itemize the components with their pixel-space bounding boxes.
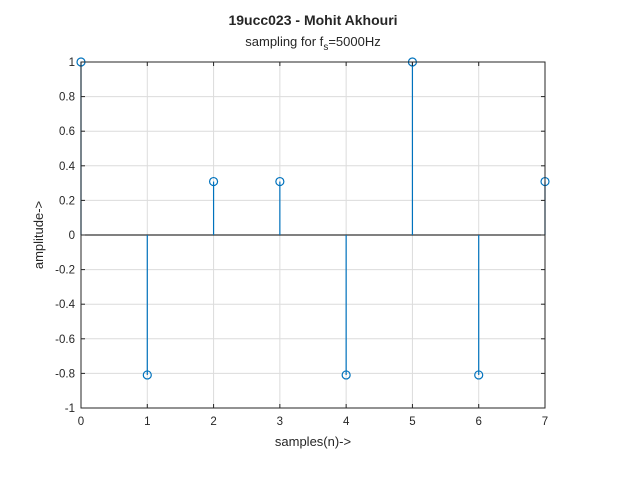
x-tick-label: 0 (78, 416, 84, 428)
y-tick-label: -0.8 (55, 368, 75, 380)
subtitle-prefix: sampling for f (245, 34, 323, 49)
stem-marker (474, 370, 484, 380)
y-tick-label: -0.6 (55, 334, 75, 346)
x-tick-label: 7 (542, 416, 548, 428)
subtitle-suffix: =5000Hz (328, 34, 380, 49)
y-tick-label: 0.8 (59, 92, 75, 104)
y-tick-label: -0.4 (55, 299, 75, 311)
y-tick-labels: -1 -0.8 -0.6 -0.4 -0.2 0 0.2 0.4 0.6 0.8 1 (55, 57, 75, 415)
x-tick-label: 1 (144, 416, 150, 428)
subtitle-subscript: s (323, 42, 328, 53)
y-tick-label: 0.4 (59, 161, 76, 173)
x-tick-label: 3 (277, 416, 283, 428)
y-axis-label: amplitude-> (31, 201, 46, 269)
x-tick-labels: 0 1 2 3 4 5 6 7 (78, 416, 548, 428)
stem-marker (208, 176, 219, 187)
x-tick-label: 5 (409, 416, 415, 428)
stem-marker (341, 370, 351, 380)
y-tick-label: 0 (69, 230, 75, 242)
x-tick-label: 2 (210, 416, 216, 428)
stem-marker (142, 370, 152, 380)
tick-marks (80, 61, 546, 409)
x-axis-label: samples(n)-> (275, 434, 351, 449)
y-tick-label: -1 (65, 403, 75, 415)
y-tick-label: 1 (69, 57, 75, 69)
chart-subtitle: sampling for fs=5000Hz (245, 34, 380, 53)
stem-marker (275, 176, 285, 187)
y-tick-label: 0.2 (59, 195, 75, 207)
x-tick-label: 4 (343, 416, 350, 428)
y-tick-label: -0.2 (55, 265, 75, 277)
y-tick-label: 0.6 (59, 126, 75, 138)
x-tick-label: 6 (476, 416, 482, 428)
chart-title: 19ucc023 - Mohit Akhouri (228, 12, 397, 28)
